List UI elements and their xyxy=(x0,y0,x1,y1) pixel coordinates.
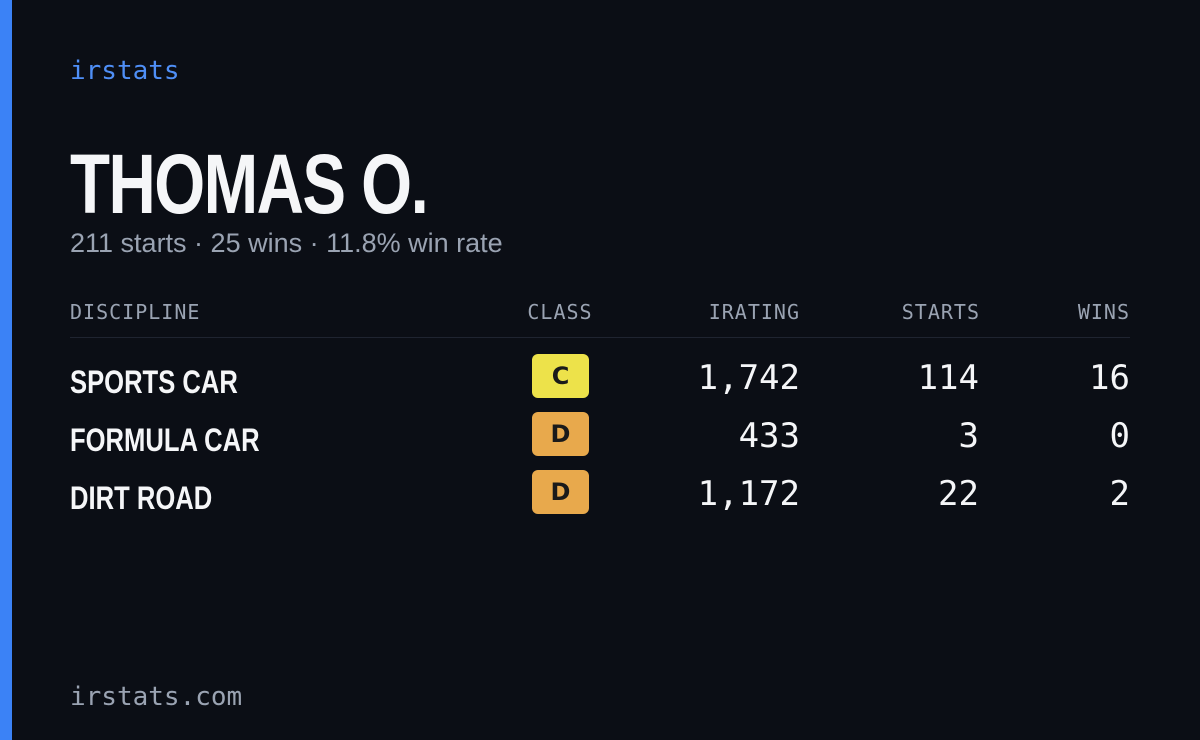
footer-link: irstats.com xyxy=(70,682,243,712)
wins: 2 xyxy=(1109,474,1130,514)
header: WINS xyxy=(1077,300,1130,324)
divider xyxy=(70,337,1130,338)
wins: 16 xyxy=(1089,358,1130,398)
wins: 0 xyxy=(1109,416,1130,456)
discipline: DIRT ROAD xyxy=(70,480,213,516)
class-badge: D xyxy=(532,470,589,514)
irating: 433 xyxy=(738,416,800,456)
header: CLASS xyxy=(527,300,593,324)
summary: 211 starts · 25 wins · 11.8% win rate xyxy=(70,228,503,258)
starts: 114 xyxy=(917,358,979,398)
discipline: SPORTS CAR xyxy=(70,364,238,400)
discipline: FORMULA CAR xyxy=(70,422,260,458)
class-badge: C xyxy=(532,354,589,398)
class-badge: D xyxy=(532,412,589,456)
irating: 1,742 xyxy=(697,358,800,398)
irating: 1,172 xyxy=(697,474,800,514)
header: DISCIPLINE xyxy=(70,300,201,324)
brand: irstats xyxy=(70,56,180,86)
starts: 22 xyxy=(938,474,979,514)
player-name: THOMAS O. xyxy=(70,137,429,231)
header: STARTS xyxy=(901,300,980,324)
starts: 3 xyxy=(958,416,979,456)
header: IRATING xyxy=(708,300,800,324)
accent-bar xyxy=(0,0,12,740)
